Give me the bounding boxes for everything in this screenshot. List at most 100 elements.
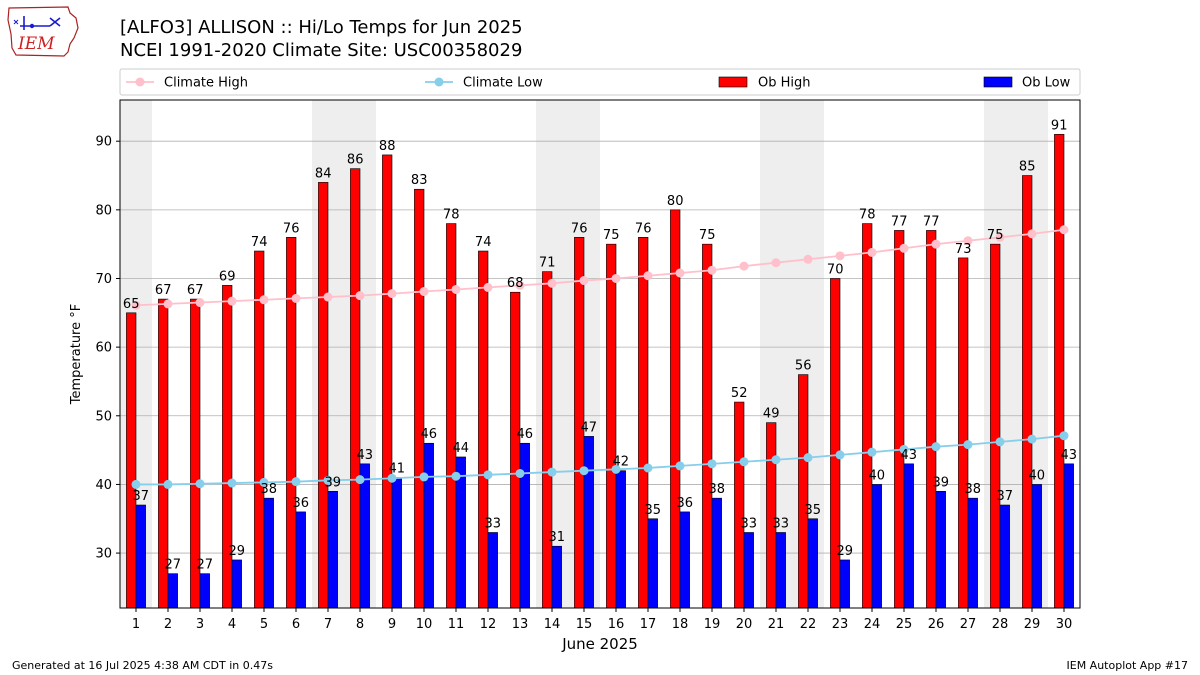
ob-low-bar-day-1 [135, 504, 146, 609]
ob-low-label-day-7: 39 [325, 475, 342, 490]
ob-low-label-day-28: 37 [997, 489, 1014, 504]
x-tick-label-23: 23 [832, 617, 849, 632]
iowa-outline-icon [7, 6, 79, 57]
legend-item-ob-low: Ob Low [983, 76, 1071, 91]
ob-low-bar-day-26 [935, 490, 946, 609]
climate-low-point-day-3 [195, 479, 205, 489]
ob-low-bar-day-29 [1031, 484, 1042, 609]
ob-high-label-day-27: 73 [955, 242, 972, 257]
climate-low-point-day-22 [803, 453, 813, 463]
ob-high-label-day-3: 67 [187, 283, 204, 298]
ob-high-label-day-19: 75 [699, 228, 716, 243]
ob-high-bar-day-6 [286, 236, 297, 609]
ob-high-bar-day-22 [798, 374, 809, 609]
ob-low-label-day-19: 38 [709, 482, 726, 497]
climate-low-point-day-11 [451, 471, 461, 481]
x-tick-label-24: 24 [864, 617, 881, 632]
climate-high-point-day-22 [803, 254, 813, 264]
ob-high-bar-day-5 [254, 250, 265, 609]
ob-high-label-day-2: 67 [155, 283, 172, 298]
chart-subtitle: NCEI 1991-2020 Climate Site: USC00358029 [120, 40, 523, 61]
ob-high-label-day-26: 77 [923, 214, 940, 229]
ob-low-label-day-1: 37 [133, 489, 150, 504]
climate-high-point-day-12 [483, 282, 493, 292]
ob-high-bar-day-27 [958, 257, 969, 609]
y-tick-label-30: 30 [95, 547, 112, 562]
iem-logo: IEM [7, 6, 79, 57]
climate-high-point-day-20 [739, 261, 749, 271]
ob-low-bar-day-17 [647, 518, 658, 609]
ob-low-label-day-8: 43 [357, 448, 374, 463]
ob-low-label-day-2: 27 [165, 558, 182, 573]
bars [126, 134, 1074, 609]
ob-low-bar-day-28 [999, 504, 1010, 609]
climate-high-point-day-5 [259, 295, 269, 305]
climate-high-point-day-7 [323, 292, 333, 302]
legend-item-climate-high: Climate High [126, 76, 248, 91]
climate-high-point-day-14 [547, 278, 557, 288]
legend-label-ob-high: Ob High [758, 76, 811, 91]
anemometer-icon [49, 17, 61, 27]
x-tick-label-15: 15 [576, 617, 593, 632]
ob-low-label-day-9: 41 [389, 462, 406, 477]
legend-marker-climate-low [434, 77, 444, 87]
ob-low-label-day-4: 29 [229, 544, 246, 559]
station-dot-icon [29, 23, 35, 29]
ob-high-bar-day-28 [990, 243, 1001, 609]
climate-low-point-day-1 [131, 479, 141, 489]
x-tick-label-21: 21 [768, 617, 785, 632]
ob-high-label-day-23: 70 [827, 262, 844, 277]
x-tick-label-16: 16 [608, 617, 625, 632]
app-credit: IEM Autoplot App #17 [1066, 659, 1189, 672]
climate-low-point-day-19 [707, 459, 717, 469]
climate-high-point-day-30 [1059, 225, 1069, 235]
ob-low-label-day-26: 39 [933, 475, 950, 490]
climate-high-point-day-26 [931, 239, 941, 249]
y-tick-label-80: 80 [95, 203, 112, 218]
ob-low-label-day-23: 29 [837, 544, 854, 559]
ob-low-label-day-30: 43 [1061, 448, 1078, 463]
climate-low-point-day-16 [611, 464, 621, 474]
climate-high-point-day-29 [1027, 229, 1037, 239]
ob-high-bar-day-16 [606, 243, 617, 609]
ob-low-bar-day-3 [199, 573, 210, 609]
ob-low-bar-day-14 [551, 545, 562, 609]
ob-high-bar-day-21 [766, 422, 777, 609]
x-tick-label-9: 9 [388, 617, 396, 632]
ob-high-label-day-30: 91 [1051, 118, 1068, 133]
ob-high-label-day-12: 74 [475, 235, 492, 250]
climate-high-point-day-17 [643, 271, 653, 281]
climate-high-point-day-6 [291, 293, 301, 303]
climate-high-point-day-21 [771, 258, 781, 268]
ob-low-bar-day-18 [679, 511, 690, 609]
wind-vane-icon [13, 19, 19, 25]
climate-high-point-day-13 [515, 280, 525, 290]
ob-low-bar-day-10 [423, 442, 434, 609]
ob-high-bar-day-19 [702, 243, 713, 609]
ob-high-bar-day-17 [638, 236, 649, 609]
ob-high-label-day-8: 86 [347, 153, 364, 168]
climate-low-point-day-27 [963, 440, 973, 450]
ob-low-bar-day-4 [231, 559, 242, 609]
ob-low-label-day-21: 33 [773, 516, 790, 531]
climate-high-point-day-19 [707, 265, 717, 275]
x-tick-label-26: 26 [928, 617, 945, 632]
ob-high-label-day-14: 71 [539, 256, 556, 271]
plot-frame [119, 99, 1081, 609]
ob-high-label-day-28: 75 [987, 228, 1004, 243]
generated-timestamp: Generated at 16 Jul 2025 4:38 AM CDT in … [12, 659, 273, 672]
climate-low-point-day-10 [419, 472, 429, 482]
x-tick-label-22: 22 [800, 617, 817, 632]
x-tick-label-11: 11 [448, 617, 465, 632]
ob-high-label-day-18: 80 [667, 194, 684, 209]
ob-low-label-day-16: 42 [613, 455, 630, 470]
ob-low-bar-day-25 [903, 463, 914, 609]
x-tick-label-29: 29 [1024, 617, 1041, 632]
ob-low-label-day-3: 27 [197, 558, 214, 573]
ob-high-label-day-17: 76 [635, 221, 652, 236]
ob-low-label-day-17: 35 [645, 503, 662, 518]
ob-low-bar-day-15 [583, 436, 594, 609]
ob-high-label-day-11: 78 [443, 208, 460, 223]
climate-low-point-day-14 [547, 467, 557, 477]
climate-high-point-day-18 [675, 268, 685, 278]
